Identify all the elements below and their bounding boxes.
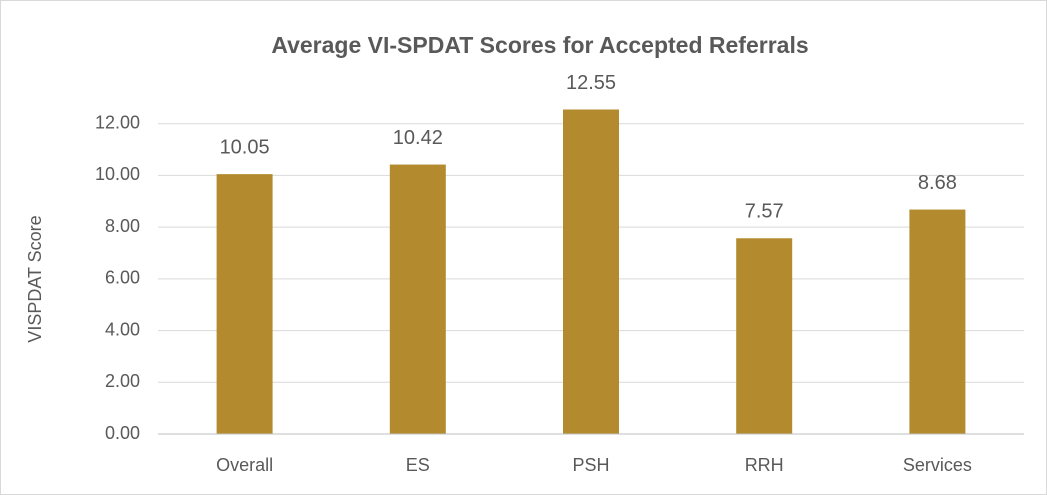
data-label: 10.05 [220,136,270,158]
bar [563,109,619,434]
data-label: 8.68 [918,172,957,194]
x-tick-label: RRH [745,455,784,475]
data-label: 7.57 [745,201,784,223]
x-tick-label: Services [903,455,972,475]
y-tick-label: 6.00 [105,268,140,288]
y-tick-label: 2.00 [105,371,140,391]
chart-title: Average VI-SPDAT Scores for Accepted Ref… [271,32,808,58]
data-label: 12.55 [566,72,616,94]
bar [389,164,446,434]
bar [216,174,273,434]
data-label: 10.42 [393,127,443,149]
bar [736,238,793,434]
x-tick-label: ES [406,455,430,475]
x-tick-label: PSH [572,455,609,475]
y-tick-label: 0.00 [105,423,140,443]
y-tick-label: 4.00 [105,319,140,339]
y-tick-label: 12.00 [95,112,140,132]
bar [909,209,966,434]
y-axis-label: VISPDAT Score [25,215,45,342]
x-tick-label: Overall [216,455,273,475]
y-tick-label: 10.00 [95,164,140,184]
y-tick-label: 8.00 [105,216,140,236]
